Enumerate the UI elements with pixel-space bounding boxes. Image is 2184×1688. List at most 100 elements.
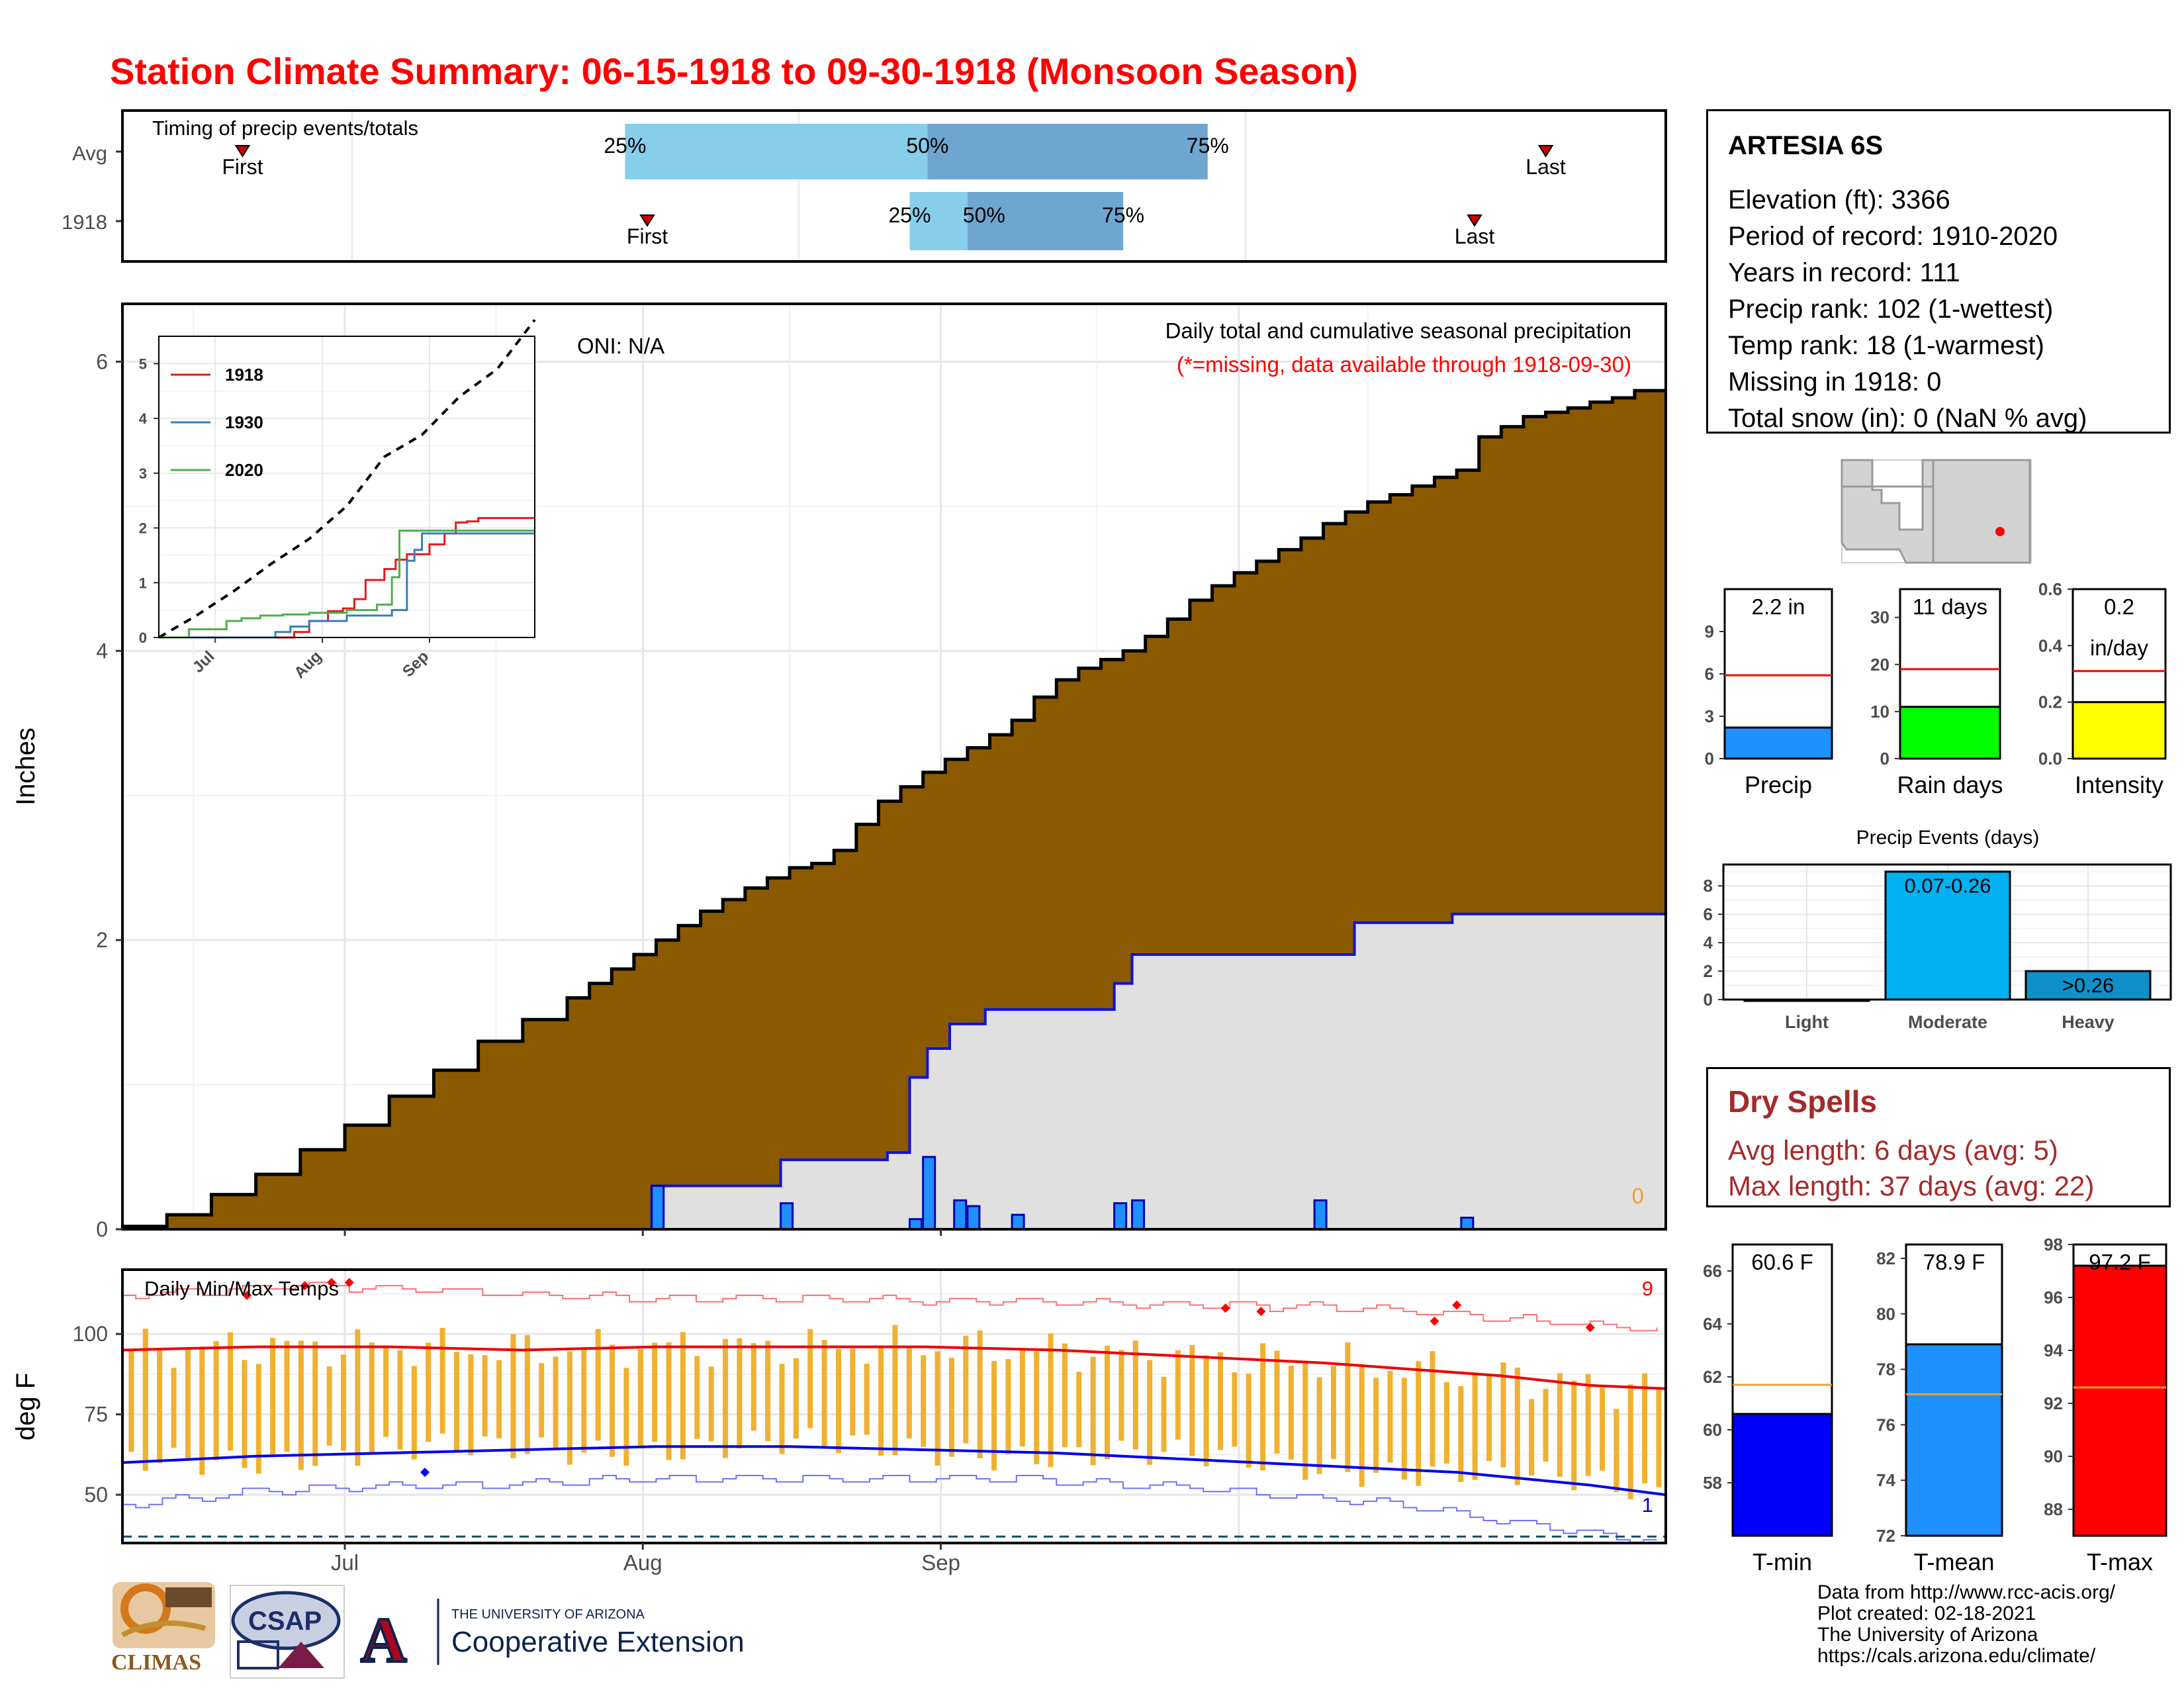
small-panel-ytick-label: 98 <box>2044 1235 2063 1254</box>
temp-ytick-label: 75 <box>84 1403 108 1427</box>
daily-temp-bar <box>850 1348 856 1436</box>
daily-precip-bar <box>1113 1202 1128 1231</box>
record-low-count: 1 <box>1642 1493 1653 1517</box>
tmax-avg-line <box>122 1345 1666 1390</box>
daily-temp-bar <box>1274 1350 1280 1454</box>
daily-temp-bar <box>1585 1374 1591 1476</box>
record-high-marker <box>326 1278 336 1288</box>
daily-temp-bar <box>1189 1344 1195 1456</box>
logo-csap: CSAP <box>230 1585 345 1679</box>
timing-last-label: Last <box>1525 155 1566 179</box>
oni-label: ONI: N/A <box>577 334 664 358</box>
timing-q75-label: 75% <box>1187 134 1229 158</box>
season-totals-panels: 2.2 in 0 3 6 9 Precip 11 days 0 10 20 30 Rain days 0… <box>1705 579 2167 798</box>
precip-ytick-label: 4 <box>96 639 108 663</box>
small-panel-label-T-mean: T-mean <box>1913 1548 1994 1575</box>
small-panel-value-T-mean: 78.9 F <box>1923 1250 1985 1274</box>
record-high-marker <box>1452 1300 1462 1310</box>
daily-temp-bar <box>821 1340 827 1446</box>
inset-series-line-1930 <box>159 532 535 639</box>
events-bar-label-Heavy: >0.26 <box>2062 974 2114 997</box>
small-panel-ytick-label: 92 <box>2044 1393 2063 1413</box>
daily-temp-bar <box>510 1334 516 1458</box>
station-precip-rank: Precip rank: 102 (1-wettest) <box>1728 295 2054 324</box>
small-panel-ytick-label: 94 <box>2044 1340 2063 1360</box>
inset-avg-line <box>158 318 536 639</box>
events-frame <box>1722 863 2172 1001</box>
inset-ytick-label: 0 <box>139 630 147 646</box>
daily-temp-bar <box>341 1354 347 1451</box>
daily-temp-bar <box>171 1368 177 1448</box>
timing-q50-label: 50% <box>906 134 948 158</box>
daily-temp-bar <box>553 1356 559 1448</box>
station-temp-rank: Temp rank: 18 (1-warmest) <box>1728 331 2044 360</box>
events-category-label: Light <box>1785 1012 1829 1032</box>
daily-temp-bar <box>1203 1355 1209 1467</box>
timing-q50-label: 50% <box>963 203 1005 227</box>
small-panel-ytick-label: 0.2 <box>2038 692 2062 712</box>
small-panel-value-Rain days: 11 days <box>1913 594 1987 619</box>
daily-temp-bar <box>1359 1364 1365 1487</box>
small-panel-ytick-label: 0.6 <box>2038 579 2062 599</box>
daily-temp-bar <box>284 1340 290 1452</box>
daily-temp-bar <box>1118 1350 1124 1441</box>
daily-temp-bar <box>298 1340 304 1470</box>
timing-first-label: First <box>627 224 668 248</box>
daily-temp-bar <box>1316 1377 1322 1474</box>
small-panel-bar-T-max <box>2072 1264 2167 1537</box>
daily-temp-bar <box>1472 1372 1478 1480</box>
daily-temp-bar <box>878 1345 884 1456</box>
credits-university: The University of Arizona <box>1817 1624 2038 1646</box>
daily-temp-bar <box>1656 1387 1662 1487</box>
credits-url: https://cals.arizona.edu/climate/ <box>1817 1645 2096 1667</box>
small-panel-value-T-min: 60.6 F <box>1751 1250 1813 1274</box>
daily-temp-bar <box>1529 1399 1535 1476</box>
daily-temp-bar <box>737 1338 743 1449</box>
daily-temp-bar <box>680 1332 686 1460</box>
logo-ua-a: A <box>361 1605 406 1675</box>
daily-temp-bar <box>1019 1349 1025 1446</box>
logo-ua-small-text: THE UNIVERSITY OF ARIZONA <box>451 1607 645 1622</box>
daily-temp-bar <box>228 1332 234 1451</box>
events-title: Precip Events (days) <box>1856 827 2040 849</box>
month-tick-label: Aug <box>623 1550 662 1575</box>
daily-temp-bar <box>539 1363 545 1438</box>
timing-panel: 25% 50% 75% First Last 25% 50% 75% First Last Tim… <box>62 109 1667 263</box>
daily-temp-bar <box>411 1366 417 1460</box>
record-high-marker <box>1256 1307 1266 1317</box>
dry-spells-box: Dry Spells Avg length: 6 days (avg: 5) M… <box>1706 1067 2171 1207</box>
daily-temp-bar <box>934 1351 940 1466</box>
credits-data-source: Data from http://www.rcc-acis.org/ <box>1817 1581 2116 1603</box>
daily-temp-bar <box>1614 1409 1619 1493</box>
small-panel-ytick-label: 74 <box>1876 1470 1895 1490</box>
temp-ytick-label: 100 <box>73 1322 108 1346</box>
station-name: ARTESIA 6S <box>1728 131 1884 160</box>
daily-temp-bar <box>1105 1345 1111 1460</box>
daily-temp-bar <box>1218 1352 1224 1450</box>
credits-block: Data from http://www.rcc-acis.org/ Plot … <box>1817 1582 2115 1667</box>
record-high-count: 9 <box>1642 1277 1653 1300</box>
daily-temp-bar <box>1642 1373 1648 1483</box>
small-panel-ytick-label: 3 <box>1705 706 1714 726</box>
timing-row-label-year: 1918 <box>62 211 107 234</box>
small-panel-ytick-label: 78 <box>1876 1360 1895 1380</box>
daily-temp-bar <box>1048 1333 1054 1468</box>
daily-temp-bar <box>963 1335 969 1444</box>
timing-row-label-avg: Avg <box>72 142 107 165</box>
small-panel-ytick-label: 76 <box>1876 1415 1895 1434</box>
small-panel-ytick-label: 64 <box>1703 1314 1722 1334</box>
daily-temp-bar <box>397 1350 403 1450</box>
timing-first-marker <box>234 145 251 158</box>
small-panel-bar-T-min <box>1731 1413 1833 1537</box>
dry-spells-avg: Avg length: 6 days (avg: 5) <box>1728 1135 2058 1166</box>
record-high-line <box>122 1282 1658 1332</box>
precip-ytick-label: 6 <box>96 350 108 373</box>
small-panel-value-Precip: 2.2 in <box>1752 594 1805 619</box>
daily-temp-bar <box>977 1330 983 1458</box>
daily-temp-bar <box>623 1368 629 1466</box>
season-temp-panels: 60.6 F 58 60 62 64 66 T-min 78.9 F 72 74 76 78 80 82 T… <box>1703 1235 2167 1575</box>
small-panel-ytick-label: 82 <box>1876 1248 1895 1268</box>
small-panel-ytick-label: 9 <box>1705 622 1714 641</box>
daily-temp-bar <box>1458 1386 1464 1482</box>
